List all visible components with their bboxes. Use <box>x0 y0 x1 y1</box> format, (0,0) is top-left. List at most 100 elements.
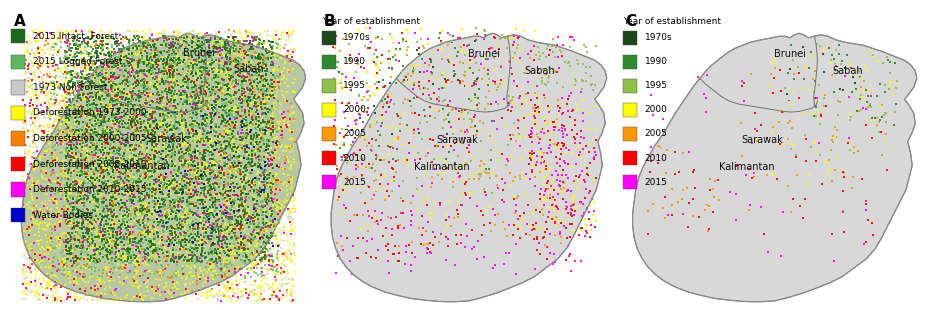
Point <box>59 213 74 218</box>
Point <box>175 92 190 97</box>
Point <box>110 64 125 69</box>
Point <box>163 67 178 72</box>
Point <box>220 130 235 135</box>
Point <box>40 240 55 245</box>
Point <box>244 42 259 47</box>
Point <box>43 71 57 76</box>
Point <box>270 74 285 79</box>
Point <box>231 52 245 57</box>
Point <box>468 123 482 128</box>
Point <box>276 231 291 236</box>
Point <box>222 85 237 90</box>
Point <box>182 93 197 98</box>
Point <box>229 175 244 180</box>
Point <box>269 256 284 261</box>
Point <box>105 198 119 203</box>
Point <box>85 229 100 234</box>
Point <box>394 211 409 216</box>
Point <box>100 250 115 255</box>
Point <box>169 218 184 223</box>
Point <box>271 62 286 67</box>
Point <box>59 90 74 95</box>
Point <box>686 170 701 175</box>
Point <box>198 117 213 122</box>
Point <box>105 73 119 78</box>
Point <box>270 177 285 182</box>
Point <box>159 55 174 60</box>
Point <box>94 281 108 286</box>
Point <box>131 60 146 65</box>
Point <box>192 241 206 246</box>
Point <box>256 126 270 131</box>
Point <box>228 232 243 237</box>
Point <box>91 211 106 216</box>
Point <box>223 127 238 132</box>
Point <box>169 237 183 242</box>
Point <box>226 106 241 111</box>
Point <box>186 35 201 40</box>
Point <box>93 38 107 43</box>
Point <box>435 45 450 50</box>
Point <box>150 195 165 200</box>
Point <box>261 89 276 94</box>
Point <box>95 234 110 239</box>
Point <box>26 53 41 58</box>
Point <box>399 27 414 32</box>
Point <box>155 158 169 163</box>
Point <box>172 247 187 252</box>
Point <box>433 38 448 43</box>
Point <box>33 184 48 189</box>
Point <box>194 220 208 225</box>
Point <box>512 174 527 179</box>
Point <box>282 137 297 142</box>
Point <box>190 60 205 65</box>
Point <box>131 130 146 135</box>
Point <box>247 257 262 262</box>
Point <box>178 89 193 94</box>
Point <box>539 72 554 77</box>
Point <box>287 157 302 162</box>
Point <box>244 97 259 102</box>
Point <box>184 154 199 159</box>
Point <box>95 173 110 178</box>
Point <box>140 255 155 260</box>
Point <box>285 50 300 55</box>
Point <box>365 143 380 148</box>
Point <box>263 77 278 82</box>
Point <box>468 54 482 59</box>
Point <box>262 180 277 185</box>
Point <box>263 45 278 50</box>
Point <box>219 132 233 137</box>
Point <box>34 245 49 250</box>
Point <box>90 74 105 79</box>
Point <box>244 54 259 59</box>
Point <box>111 100 126 105</box>
Point <box>77 274 92 279</box>
Point <box>210 175 225 180</box>
Point <box>259 86 274 91</box>
Point <box>190 151 205 156</box>
Point <box>267 188 282 193</box>
Point <box>204 92 219 97</box>
Point <box>102 217 117 222</box>
Point <box>223 117 238 122</box>
Point <box>153 233 168 238</box>
Point <box>767 57 782 62</box>
Point <box>499 46 514 51</box>
Point <box>162 205 177 210</box>
Point <box>514 47 529 52</box>
Point <box>69 136 84 141</box>
Point <box>166 242 181 247</box>
Point <box>73 152 88 157</box>
Point <box>211 114 226 119</box>
Point <box>193 134 207 139</box>
Point <box>858 107 873 112</box>
Point <box>195 282 210 287</box>
Point <box>193 92 207 97</box>
Point <box>562 234 577 239</box>
Point <box>552 66 567 71</box>
Point <box>254 55 269 60</box>
Point <box>215 150 230 155</box>
Point <box>854 76 869 81</box>
Point <box>257 240 271 245</box>
